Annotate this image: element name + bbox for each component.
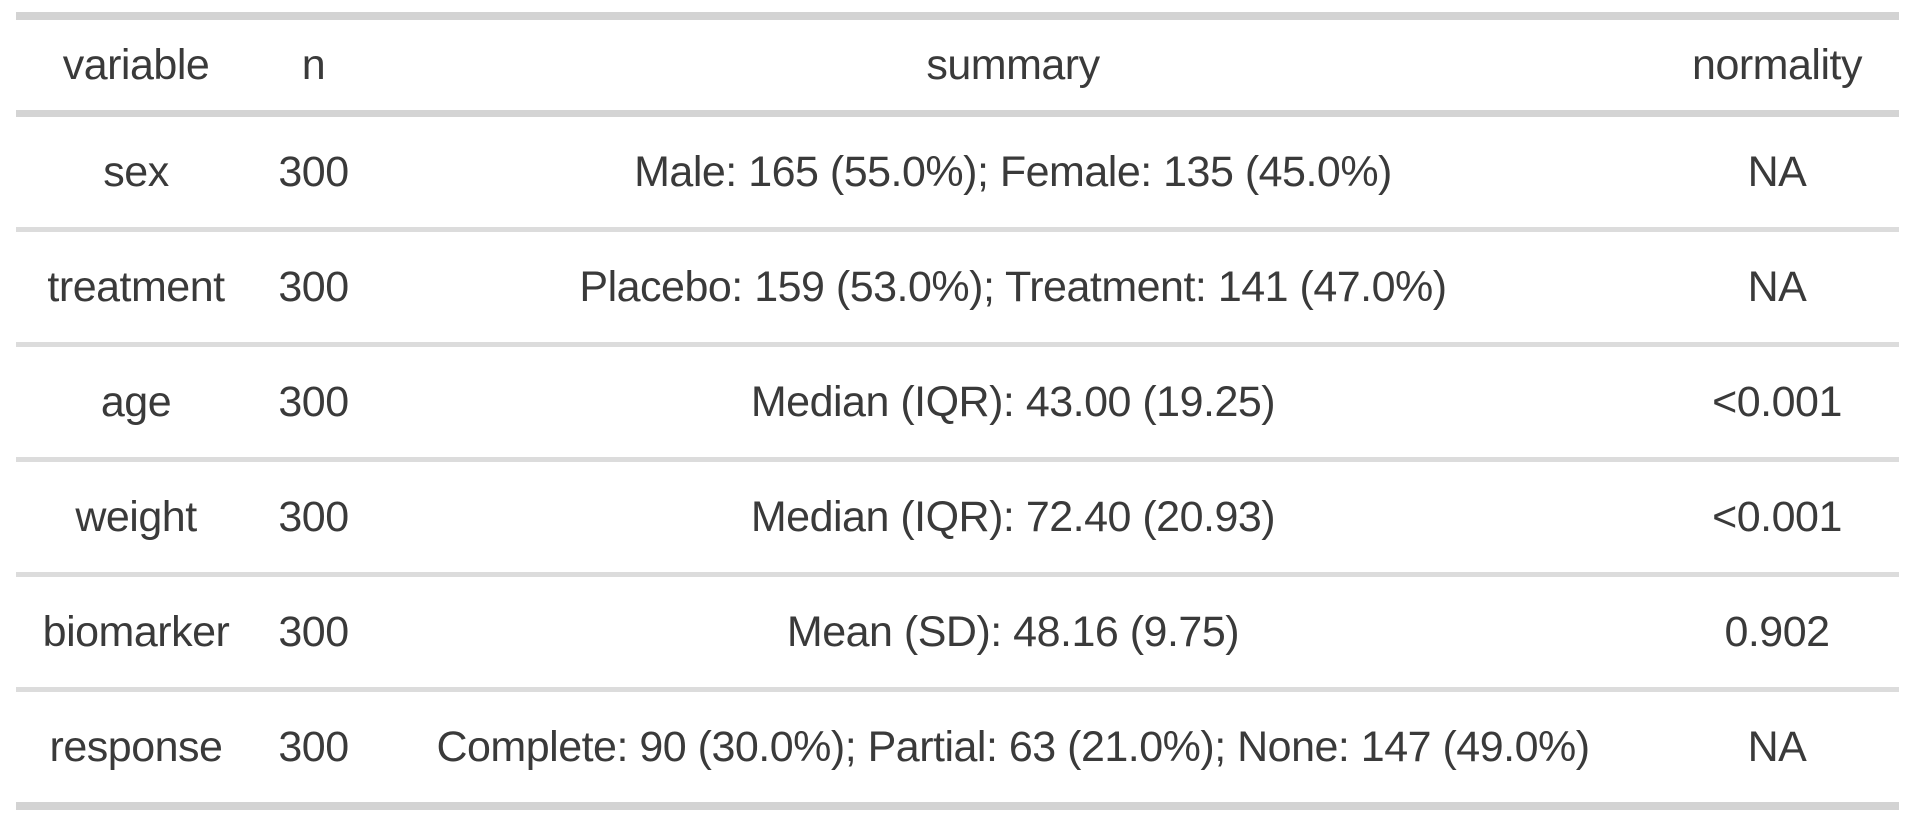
summary-statistics-table: variable n summary normality sex 300 Mal…: [16, 12, 1899, 810]
cell-summary: Placebo: 159 (53.0%); Treatment: 141 (47…: [371, 227, 1655, 345]
cell-normality: NA: [1655, 227, 1899, 345]
cell-normality: NA: [1655, 687, 1899, 806]
table-row-weight: weight 300 Median (IQR): 72.40 (20.93) <…: [16, 457, 1899, 575]
cell-variable: weight: [16, 457, 256, 575]
table-row-age: age 300 Median (IQR): 43.00 (19.25) <0.0…: [16, 342, 1899, 460]
column-header-normality: normality: [1655, 16, 1899, 117]
cell-summary: Median (IQR): 72.40 (20.93): [371, 457, 1655, 575]
cell-variable: response: [16, 687, 256, 806]
table-row-treatment: treatment 300 Placebo: 159 (53.0%); Trea…: [16, 227, 1899, 345]
cell-normality: <0.001: [1655, 457, 1899, 575]
column-header-summary: summary: [371, 16, 1655, 117]
table-row-response: response 300 Complete: 90 (30.0%); Parti…: [16, 687, 1899, 806]
cell-variable: sex: [103, 147, 169, 196]
cell-n: 300: [256, 457, 371, 575]
table-row-biomarker: biomarker 300 Mean (SD): 48.16 (9.75) 0.…: [16, 572, 1899, 690]
cell-normality: <0.001: [1655, 342, 1899, 460]
cell-normality: 0.902: [1655, 572, 1899, 690]
cell-variable: age: [16, 342, 256, 460]
column-header-n: n: [256, 16, 371, 117]
cell-summary: Median (IQR): 43.00 (19.25): [371, 342, 1655, 460]
table-row-sex: sex 300 Male: 165 (55.0%); Female: 135 (…: [16, 114, 1899, 230]
cell-variable: treatment: [16, 227, 256, 345]
column-header-variable: variable: [16, 16, 256, 117]
cell-n: 300: [278, 147, 349, 196]
cell-n: 300: [256, 342, 371, 460]
cell-summary: Complete: 90 (30.0%); Partial: 63 (21.0%…: [371, 687, 1655, 806]
cell-n: 300: [256, 687, 371, 806]
cell-normality: NA: [1747, 147, 1807, 196]
cell-summary: Mean (SD): 48.16 (9.75): [371, 572, 1655, 690]
cell-summary: Male: 165 (55.0%); Female: 135 (45.0%): [634, 147, 1392, 196]
cell-variable: biomarker: [16, 572, 256, 690]
cell-n: 300: [256, 572, 371, 690]
header-row: variable n summary normality: [16, 16, 1899, 117]
cell-n: 300: [256, 227, 371, 345]
